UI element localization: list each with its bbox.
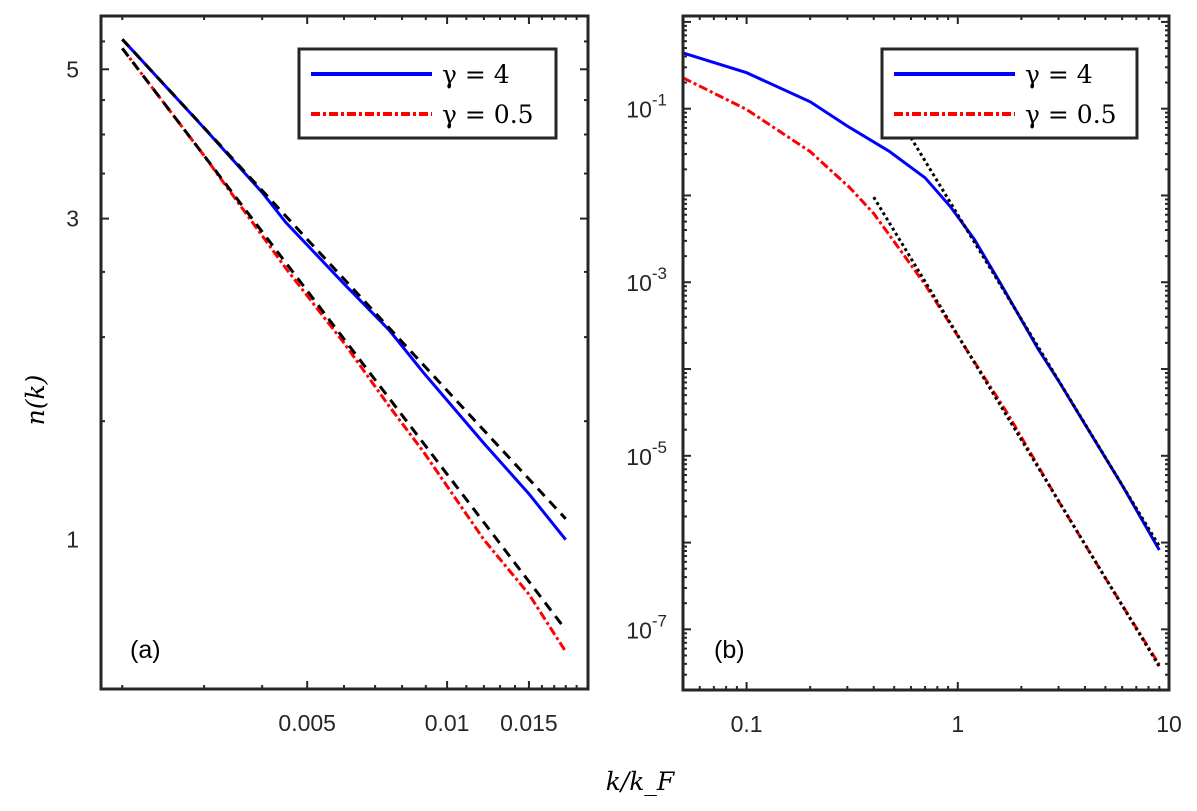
y-tick-label-exponent: -7 — [652, 611, 667, 630]
y-tick-label: 10-1 — [626, 91, 667, 123]
legend-box — [297, 47, 558, 140]
x-tick-label: 0.015 — [500, 710, 558, 736]
legend-entry: γ = 0.5 — [442, 100, 534, 129]
y-axis-label-text: n(k) — [21, 375, 50, 426]
legend-entry: γ = 0.5 — [1025, 100, 1117, 129]
y-tick-label-exponent: -5 — [652, 438, 667, 457]
y-tick-label-exponent: -1 — [652, 91, 667, 110]
reference-line-dotted — [872, 196, 1161, 668]
legend-box — [880, 47, 1139, 140]
reference-line-dotted — [909, 136, 1161, 547]
x-tick-label: 1 — [951, 711, 964, 737]
x-tick-label: 0.1 — [731, 711, 763, 737]
y-tick-label-exponent: -3 — [652, 264, 667, 283]
panel-a: 0.005 0.01 0.015 1 3 5 (a) γ = 4 γ = 0.5 — [66, 14, 590, 736]
y-tick-label: 1 — [66, 527, 79, 553]
series-gamma-0-5 — [121, 47, 567, 653]
panel-label: (a) — [130, 636, 161, 664]
x-tick-label: 0.01 — [425, 710, 470, 736]
reference-line-dashed — [121, 47, 567, 631]
legend: γ = 4 γ = 0.5 — [880, 47, 1139, 140]
legend-entry: γ = 4 — [442, 60, 510, 89]
y-tick-label-base: 10 — [626, 270, 652, 296]
x-axis-label-text: k/k_F — [606, 767, 676, 796]
series-gamma-0-5 — [682, 76, 1161, 666]
legend: γ = 4 γ = 0.5 — [297, 47, 558, 140]
y-tick-label: 10-7 — [626, 611, 667, 643]
axes-box — [681, 14, 1171, 692]
y-tick-label-base: 10 — [626, 617, 652, 643]
x-axis-label: k/k_F — [606, 767, 676, 796]
reference-line-dashed — [121, 38, 567, 520]
y-tick-label: 3 — [66, 206, 79, 232]
y-axis-label: n(k) — [21, 375, 50, 426]
y-tick-label-base: 10 — [626, 444, 652, 470]
x-tick-label: 0.005 — [278, 710, 336, 736]
x-tick-label: 10 — [1156, 711, 1182, 737]
y-tick-label: 10-5 — [626, 438, 667, 470]
y-tick-label: 5 — [66, 56, 79, 82]
panel-label: (b) — [714, 636, 745, 664]
legend-entry: γ = 4 — [1025, 60, 1093, 89]
y-tick-label-base: 10 — [626, 97, 652, 123]
axes-box — [99, 14, 590, 691]
series-gamma-4 — [121, 38, 567, 541]
y-tick-label: 10-3 — [626, 264, 667, 296]
